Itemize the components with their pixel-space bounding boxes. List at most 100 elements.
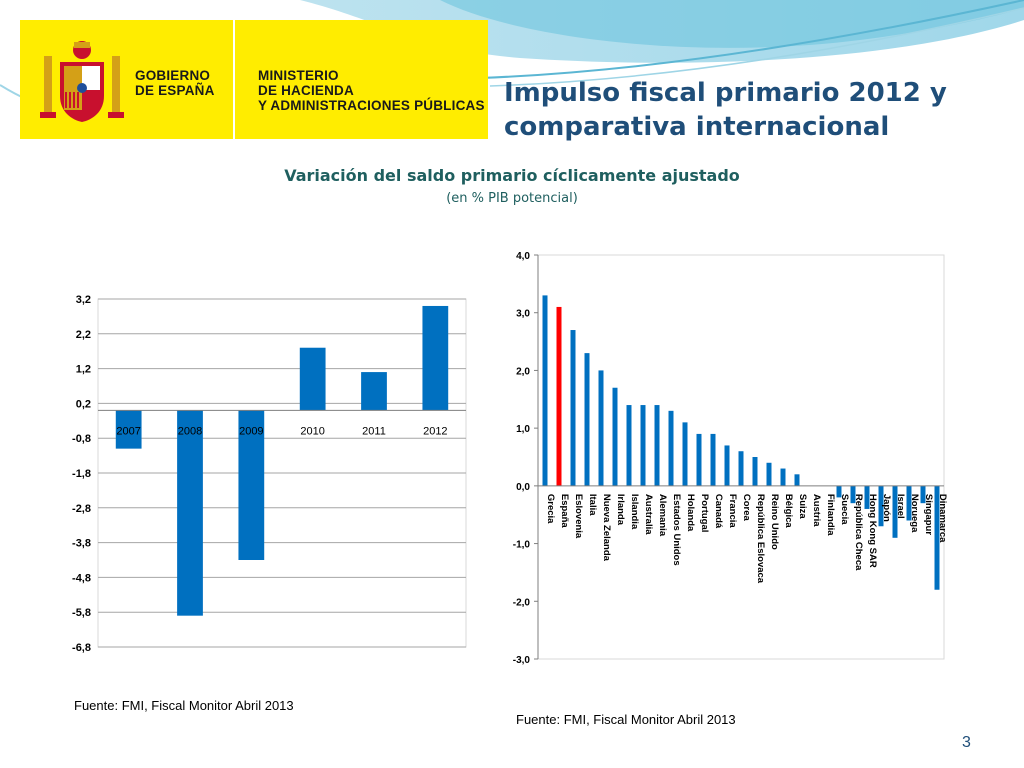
- y-tick-label: -0,8: [72, 433, 91, 445]
- bar: [584, 353, 590, 486]
- y-tick-label: -3,8: [72, 538, 91, 550]
- bar: [361, 372, 387, 411]
- bar: [556, 306, 562, 486]
- x-tick-label: 2008: [178, 425, 202, 437]
- bar: [906, 485, 912, 521]
- x-tick-label: Noruega: [909, 494, 920, 533]
- bar: [682, 422, 688, 486]
- y-tick-label: -5,8: [72, 607, 91, 619]
- x-tick-label: Reino Unido: [769, 494, 780, 550]
- bar: [738, 451, 744, 486]
- x-tick-label: Austria: [811, 494, 822, 527]
- bar: [934, 485, 940, 590]
- x-tick-label: Israel: [895, 494, 906, 519]
- bar: [612, 387, 618, 486]
- x-tick-label: Dinamarca: [937, 494, 948, 543]
- x-tick-label: Bélgica: [783, 494, 794, 529]
- y-tick-label: 0,2: [76, 398, 91, 410]
- bar: [710, 433, 716, 486]
- x-tick-label: Francia: [727, 494, 738, 529]
- y-tick-label: 2,2: [76, 329, 91, 341]
- x-tick-label: República Checa: [853, 494, 864, 571]
- bar: [542, 295, 548, 486]
- page-number: 3: [962, 734, 971, 751]
- logo-gov-text: GOBIERNO DE ESPAÑA: [135, 68, 215, 98]
- bar: [850, 485, 856, 504]
- y-tick-label: -6,8: [72, 642, 91, 654]
- bar: [115, 410, 142, 449]
- bar: [422, 305, 449, 411]
- x-tick-label: Japón: [881, 494, 892, 522]
- logo-gov-line-2: DE ESPAÑA: [135, 83, 215, 98]
- bar: [696, 433, 702, 486]
- page-title-line-2: comparativa internacional: [504, 112, 890, 142]
- y-tick-label: -3,0: [513, 655, 531, 666]
- x-tick-label: Corea: [741, 494, 752, 522]
- x-tick-label: Nueva Zelanda: [601, 494, 612, 562]
- x-tick-label: 2009: [239, 425, 263, 437]
- x-tick-label: Finlandia: [825, 494, 836, 536]
- logo-ministry-line-3: Y ADMINISTRACIONES PÚBLICAS: [258, 98, 485, 113]
- x-tick-label: Canadá: [713, 494, 724, 529]
- x-tick-label: Eslovenia: [573, 494, 584, 539]
- x-tick-label: Australia: [643, 494, 654, 535]
- y-tick-label: 1,2: [76, 364, 91, 376]
- x-tick-label: Estados Unidos: [671, 494, 682, 566]
- source-right: Fuente: FMI, Fiscal Monitor Abril 2013: [516, 712, 736, 727]
- x-tick-label: Hong Kong SAR: [867, 494, 878, 568]
- government-logo: GOBIERNO DE ESPAÑA MINISTERIO DE HACIEND…: [20, 20, 488, 139]
- bar: [654, 405, 660, 486]
- bar: [640, 405, 646, 486]
- bar: [864, 485, 870, 509]
- x-tick-label: Alemania: [657, 494, 668, 537]
- x-tick-label: Portugal: [699, 494, 710, 533]
- bar: [878, 485, 884, 527]
- y-tick-label: 3,2: [76, 294, 91, 306]
- x-tick-label: República Eslovaca: [755, 494, 766, 584]
- bar: [766, 462, 772, 486]
- x-tick-label: 2007: [116, 425, 140, 437]
- y-tick-label: 3,0: [516, 309, 530, 320]
- source-left: Fuente: FMI, Fiscal Monitor Abril 2013: [74, 698, 294, 713]
- logo-ministry-line-1: MINISTERIO: [258, 68, 339, 83]
- page-title-line-1: Impulso fiscal primario 2012 y: [504, 78, 947, 108]
- y-tick-label: -2,8: [72, 503, 91, 515]
- bar: [780, 468, 786, 486]
- bar: [892, 485, 898, 538]
- bar: [299, 347, 326, 411]
- logo-divider: [233, 20, 235, 139]
- x-tick-label: 2012: [423, 425, 447, 437]
- x-tick-label: Singapur: [923, 494, 934, 535]
- x-tick-label: Suecia: [839, 494, 850, 525]
- bar: [752, 457, 758, 486]
- y-tick-label: 4,0: [516, 251, 530, 262]
- bar: [598, 370, 604, 486]
- x-tick-label: Irlanda: [615, 494, 626, 526]
- x-tick-label: Suiza: [797, 494, 808, 520]
- y-tick-label: 2,0: [516, 366, 530, 377]
- bar: [177, 410, 203, 616]
- bar: [836, 485, 842, 498]
- x-tick-label: Italia: [587, 494, 598, 516]
- x-tick-label: 2010: [300, 425, 324, 437]
- y-tick-label: -1,8: [72, 468, 91, 480]
- y-tick-label: 0,0: [516, 482, 530, 493]
- x-tick-label: Holanda: [685, 494, 696, 532]
- y-tick-label: -4,8: [72, 572, 91, 584]
- page-title: Impulso fiscal primario 2012 y comparati…: [504, 76, 974, 144]
- y-tick-label: -2,0: [513, 597, 531, 608]
- bar: [920, 485, 926, 504]
- y-tick-label: 1,0: [516, 424, 530, 435]
- bar: [238, 410, 265, 560]
- chart-subtitle: Variación del saldo primario cíclicament…: [284, 166, 740, 185]
- x-tick-label: 2011: [362, 425, 386, 437]
- logo-gov-line-1: GOBIERNO: [135, 68, 211, 83]
- logo-ministry-text: MINISTERIO DE HACIENDA Y ADMINISTRACIONE…: [258, 68, 485, 113]
- bar: [724, 445, 730, 486]
- x-tick-label: Islandia: [629, 494, 640, 530]
- bar: [570, 330, 576, 486]
- coat-of-arms-icon: [40, 41, 124, 122]
